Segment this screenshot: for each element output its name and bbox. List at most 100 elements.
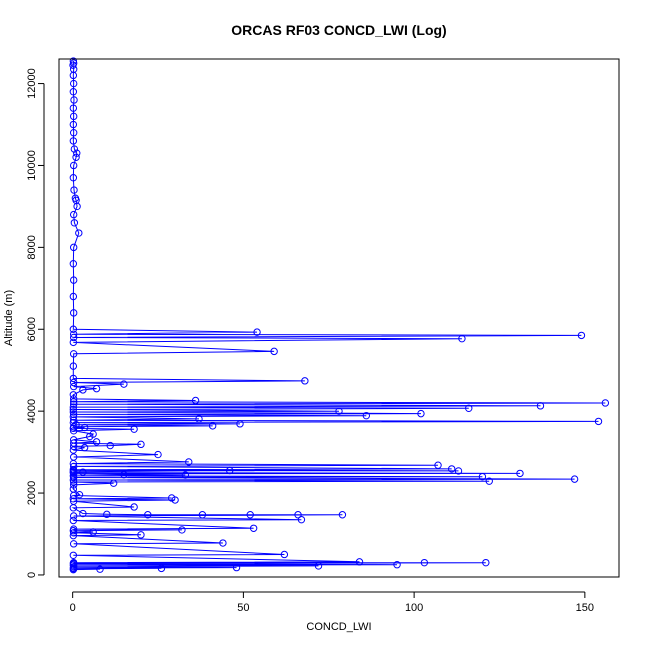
data-point [434, 461, 442, 469]
data-point [92, 384, 101, 393]
data-point [69, 424, 78, 433]
data-point [69, 61, 77, 69]
data-point [270, 347, 278, 356]
data-point [69, 410, 78, 419]
data-point [482, 558, 490, 567]
data-point [106, 441, 114, 450]
data-point [69, 405, 78, 414]
data-point [69, 400, 78, 408]
data-point [69, 137, 78, 145]
data-point [69, 325, 78, 333]
data-point [80, 443, 89, 452]
data-point [79, 509, 87, 518]
data-point [69, 516, 78, 525]
data-point [69, 442, 78, 451]
data-point [69, 161, 78, 170]
data-point [314, 562, 323, 570]
data-point [69, 292, 78, 301]
data-point [73, 149, 81, 157]
data-point [69, 529, 78, 537]
data-point [69, 478, 78, 486]
data-point [294, 511, 302, 519]
data-point [69, 565, 78, 574]
data-point [208, 422, 217, 430]
data-point [130, 503, 138, 511]
data-point [465, 404, 473, 412]
y-tick-label: 6000 [26, 317, 38, 341]
data-point [69, 120, 78, 129]
data-point [120, 470, 128, 479]
data-point [181, 471, 190, 479]
data-point [69, 382, 78, 391]
data-point [69, 309, 78, 317]
data-point [79, 468, 87, 476]
data-point [355, 558, 364, 566]
data-point [73, 202, 81, 211]
plot-frame [58, 58, 620, 578]
data-point [362, 411, 371, 420]
data-point [297, 515, 306, 524]
series-layer [69, 57, 610, 574]
data-point [144, 511, 152, 519]
data-point [69, 71, 78, 80]
data-point [69, 495, 78, 503]
x-axis: 0 50 100 150 [70, 591, 594, 614]
chart-title: ORCAS RF03 CONCD_LWI (Log) [231, 22, 446, 38]
data-point [157, 564, 166, 573]
data-point [195, 415, 203, 423]
data-point [458, 334, 466, 343]
data-point [69, 276, 78, 284]
data-point [69, 88, 78, 96]
data-point [577, 331, 586, 340]
data-point [69, 378, 78, 387]
data-point [69, 362, 78, 370]
data-point [69, 439, 78, 447]
y-tick-label: 0 [26, 572, 38, 578]
y-tick-label: 4000 [26, 399, 38, 423]
data-point [69, 531, 78, 540]
data-point [570, 475, 579, 483]
data-point [103, 510, 111, 519]
data-point [191, 396, 200, 405]
data-point [178, 526, 186, 534]
data-point [69, 427, 78, 435]
data-point [80, 423, 89, 432]
data-point [69, 395, 78, 403]
data-point [92, 438, 101, 446]
data-point [79, 386, 87, 394]
series-line [71, 60, 606, 571]
data-point [69, 374, 78, 383]
data-point [69, 338, 78, 347]
data-point [69, 104, 78, 112]
data-point [335, 407, 343, 415]
data-point [69, 408, 78, 416]
x-axis-label: CONCD_LWI [306, 621, 371, 633]
data-point [130, 425, 138, 433]
data-point [478, 472, 487, 481]
data-point [69, 473, 78, 482]
y-tick-label: 10000 [26, 150, 38, 181]
data-point [69, 403, 78, 411]
data-point [69, 551, 78, 559]
x-tick-label: 50 [237, 602, 249, 614]
data-point [137, 440, 145, 449]
x-tick-label: 150 [576, 602, 594, 614]
y-tick-label: 2000 [26, 481, 38, 505]
data-point [280, 550, 289, 559]
data-point [301, 377, 309, 385]
data-point [249, 524, 258, 532]
data-point [137, 531, 145, 539]
data-point [338, 511, 347, 519]
data-point [154, 450, 162, 459]
data-point [109, 479, 118, 487]
data-point [69, 540, 78, 548]
data-point [69, 504, 78, 512]
data-point [454, 467, 463, 475]
data-point [516, 469, 524, 478]
data-point [69, 330, 78, 338]
data-point [69, 112, 78, 121]
data-point [393, 561, 401, 569]
data-point [536, 402, 545, 410]
data-point [70, 219, 79, 227]
x-tick-label: 0 [70, 602, 76, 614]
